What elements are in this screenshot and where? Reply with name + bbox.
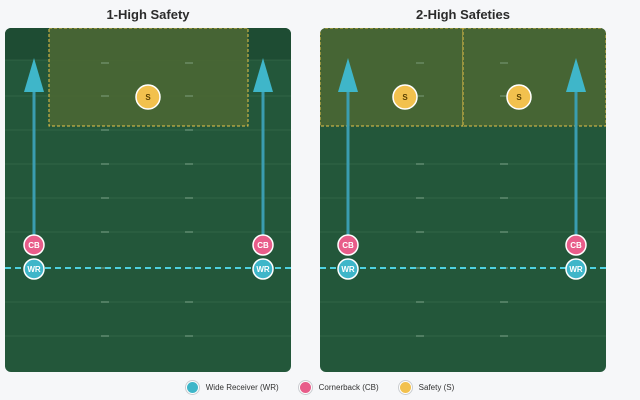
cornerback-left (23, 234, 45, 256)
legend-item-cb: Cornerback (CB) (298, 381, 379, 394)
safety-center-label: S (145, 93, 151, 102)
route-arrow-left (24, 58, 44, 92)
legend-label-cb: Cornerback (CB) (318, 383, 379, 392)
panel-title-2-high: 2-High Safeties (416, 7, 510, 22)
safety-deep-zone-right (462, 28, 606, 127)
legend-label-s: Safety (S) (418, 383, 455, 392)
panel-title-1-high: 1-High Safety (106, 7, 190, 22)
field-2-high: CB WR CB WR S S (320, 28, 606, 372)
legend-swatch-cb (298, 381, 312, 394)
safety-deep-zone-left (320, 28, 464, 127)
cornerback-left-label: CB (28, 241, 40, 250)
safety-right (506, 84, 532, 110)
receiver-right (565, 258, 587, 280)
yard-lines (5, 59, 291, 337)
cornerback-right-label: CB (257, 241, 269, 250)
safety-deep-zone (48, 28, 249, 127)
cornerback-right (565, 234, 587, 256)
route-arrow-right (566, 58, 586, 92)
cornerback-right (252, 234, 274, 256)
receiver-left-label: WR (341, 265, 355, 274)
legend-swatch-wr (185, 381, 199, 394)
safety-left-label: S (402, 93, 408, 102)
legend-label-wr: Wide Receiver (WR) (205, 383, 279, 392)
route-arrow-right (253, 58, 273, 92)
receiver-left (337, 258, 359, 280)
cornerback-left-label: CB (342, 241, 354, 250)
receiver-right-label: WR (256, 265, 270, 274)
legend-item-s: Safety (S) (398, 381, 455, 394)
receiver-left (23, 258, 45, 280)
field-1-high: CB WR CB WR S (5, 28, 291, 372)
yard-lines (320, 163, 606, 337)
legend: Wide Receiver (WR) Cornerback (CB) Safet… (0, 381, 640, 394)
legend-item-wr: Wide Receiver (WR) (185, 381, 279, 394)
receiver-right-label: WR (569, 265, 583, 274)
receiver-left-label: WR (27, 265, 41, 274)
route-arrow-left (338, 58, 358, 92)
receiver-right (252, 258, 274, 280)
legend-swatch-s (398, 381, 412, 394)
safety-right-label: S (516, 93, 522, 102)
cornerback-right-label: CB (570, 241, 582, 250)
cornerback-left (337, 234, 359, 256)
safety-left (392, 84, 418, 110)
safety-center (135, 84, 161, 110)
